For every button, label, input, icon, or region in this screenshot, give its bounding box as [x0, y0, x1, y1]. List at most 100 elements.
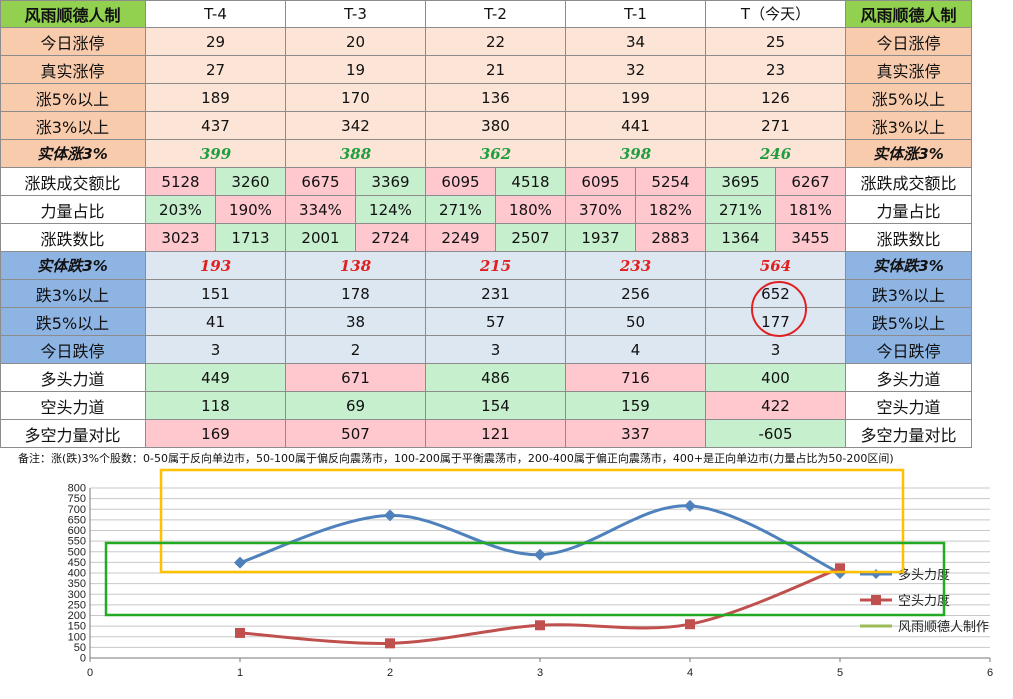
y-tick-label: 700 — [68, 504, 86, 516]
row-label: 力量占比 — [0, 196, 146, 224]
legend-marker — [871, 595, 881, 605]
row-label: 跌3%以上 — [0, 280, 146, 308]
table-cell: 5254 — [636, 168, 706, 196]
data-point — [534, 548, 546, 561]
table-cell: 22 — [426, 28, 566, 56]
table-cell: 716 — [566, 364, 706, 392]
table-cell: 34 — [566, 28, 706, 56]
row-label-right: 涨5%以上 — [846, 84, 972, 112]
table-cell: 271% — [706, 196, 776, 224]
header-right-label: 风雨顺德人制 — [846, 0, 972, 28]
table-cell: 124% — [356, 196, 426, 224]
table-cell: 38 — [286, 308, 426, 336]
table-cell: 169 — [146, 420, 286, 448]
column-header: T-4 — [146, 0, 286, 28]
row-label-right: 空头力道 — [846, 392, 972, 420]
row-label-right: 真实涨停 — [846, 56, 972, 84]
table-cell: 29 — [146, 28, 286, 56]
table-cell: 3369 — [356, 168, 426, 196]
table-cell: 1713 — [216, 224, 286, 252]
y-tick-label: 50 — [74, 642, 86, 654]
y-tick-label: 600 — [68, 525, 86, 537]
y-tick-label: 800 — [68, 483, 86, 495]
table-cell: 182% — [636, 196, 706, 224]
legend-label: 空头力度 — [898, 593, 950, 609]
table-cell: 121 — [426, 420, 566, 448]
table-cell: 6095 — [426, 168, 496, 196]
table-cell: 3455 — [776, 224, 846, 252]
table-cell: 25 — [706, 28, 846, 56]
table-cell: 507 — [286, 420, 426, 448]
table-cell: 138 — [286, 252, 426, 280]
table-cell: 362 — [426, 140, 566, 168]
row-label-right: 今日跌停 — [846, 336, 972, 364]
row-label: 今日涨停 — [0, 28, 146, 56]
table-cell: 32 — [566, 56, 706, 84]
table-cell: 151 — [146, 280, 286, 308]
table-cell: 2724 — [356, 224, 426, 252]
table-cell: 3260 — [216, 168, 286, 196]
data-table: 风雨顺德人制 T-4 T-3 T-2 T-1 T（今天） 风雨顺德人制 今日涨停 29 20 22 3… — [0, 0, 972, 448]
x-tick-label: 1 — [237, 667, 243, 679]
table-cell: 400 — [706, 364, 846, 392]
table-cell: 233 — [566, 252, 706, 280]
row-label: 涨3%以上 — [0, 112, 146, 140]
table-cell: 3 — [426, 336, 566, 364]
y-tick-label: 350 — [68, 578, 86, 590]
table-cell: 231 — [426, 280, 566, 308]
y-tick-label: 300 — [68, 589, 86, 601]
strength-chart: 0501001502002503003504004505005506006507… — [68, 483, 993, 680]
table-cell: 57 — [426, 308, 566, 336]
table-cell: 69 — [286, 392, 426, 420]
table-cell: 5128 — [146, 168, 216, 196]
y-tick-label: 200 — [68, 610, 86, 622]
table-cell: 652 — [706, 280, 846, 308]
table-cell: 21 — [426, 56, 566, 84]
table-cell: 422 — [706, 392, 846, 420]
table-cell: 20 — [286, 28, 426, 56]
x-tick-label: 3 — [537, 667, 543, 679]
table-cell: 181% — [776, 196, 846, 224]
x-tick-label: 2 — [387, 667, 393, 679]
table-cell: 6675 — [286, 168, 356, 196]
x-tick-label: 5 — [837, 667, 843, 679]
row-label: 今日跌停 — [0, 336, 146, 364]
table-cell: 2883 — [636, 224, 706, 252]
table-cell: 136 — [426, 84, 566, 112]
table-cell: 4518 — [496, 168, 566, 196]
table-cell: 334% — [286, 196, 356, 224]
table-cell: 6267 — [776, 168, 846, 196]
y-tick-label: 500 — [68, 546, 86, 558]
row-label-right: 多头力道 — [846, 364, 972, 392]
row-label-right: 力量占比 — [846, 196, 972, 224]
legend-label: 多头力度 — [898, 567, 950, 583]
table-cell: 170 — [286, 84, 426, 112]
table-cell: 3 — [146, 336, 286, 364]
table-cell: 398 — [566, 140, 706, 168]
row-label-right: 今日涨停 — [846, 28, 972, 56]
table-cell: 671 — [286, 364, 426, 392]
table-cell: 27 — [146, 56, 286, 84]
data-point — [385, 638, 395, 649]
y-tick-label: 450 — [68, 557, 86, 569]
row-label: 真实涨停 — [0, 56, 146, 84]
row-label: 多空力量对比 — [0, 420, 146, 448]
table-cell: 2001 — [286, 224, 356, 252]
row-label: 实体涨3% — [0, 140, 146, 168]
row-label: 跌5%以上 — [0, 308, 146, 336]
y-tick-label: 100 — [68, 631, 86, 643]
table-cell: 256 — [566, 280, 706, 308]
column-header: T-3 — [286, 0, 426, 28]
table-cell: 154 — [426, 392, 566, 420]
table-cell: 203% — [146, 196, 216, 224]
y-tick-label: 0 — [80, 653, 86, 665]
column-header: T-2 — [426, 0, 566, 28]
y-tick-label: 750 — [68, 493, 86, 505]
row-label: 涨跌数比 — [0, 224, 146, 252]
table-cell: 190% — [216, 196, 286, 224]
data-point — [235, 627, 245, 638]
table-cell: 388 — [286, 140, 426, 168]
row-label-right: 实体跌3% — [846, 252, 972, 280]
table-cell: 246 — [706, 140, 846, 168]
table-cell: 370% — [566, 196, 636, 224]
